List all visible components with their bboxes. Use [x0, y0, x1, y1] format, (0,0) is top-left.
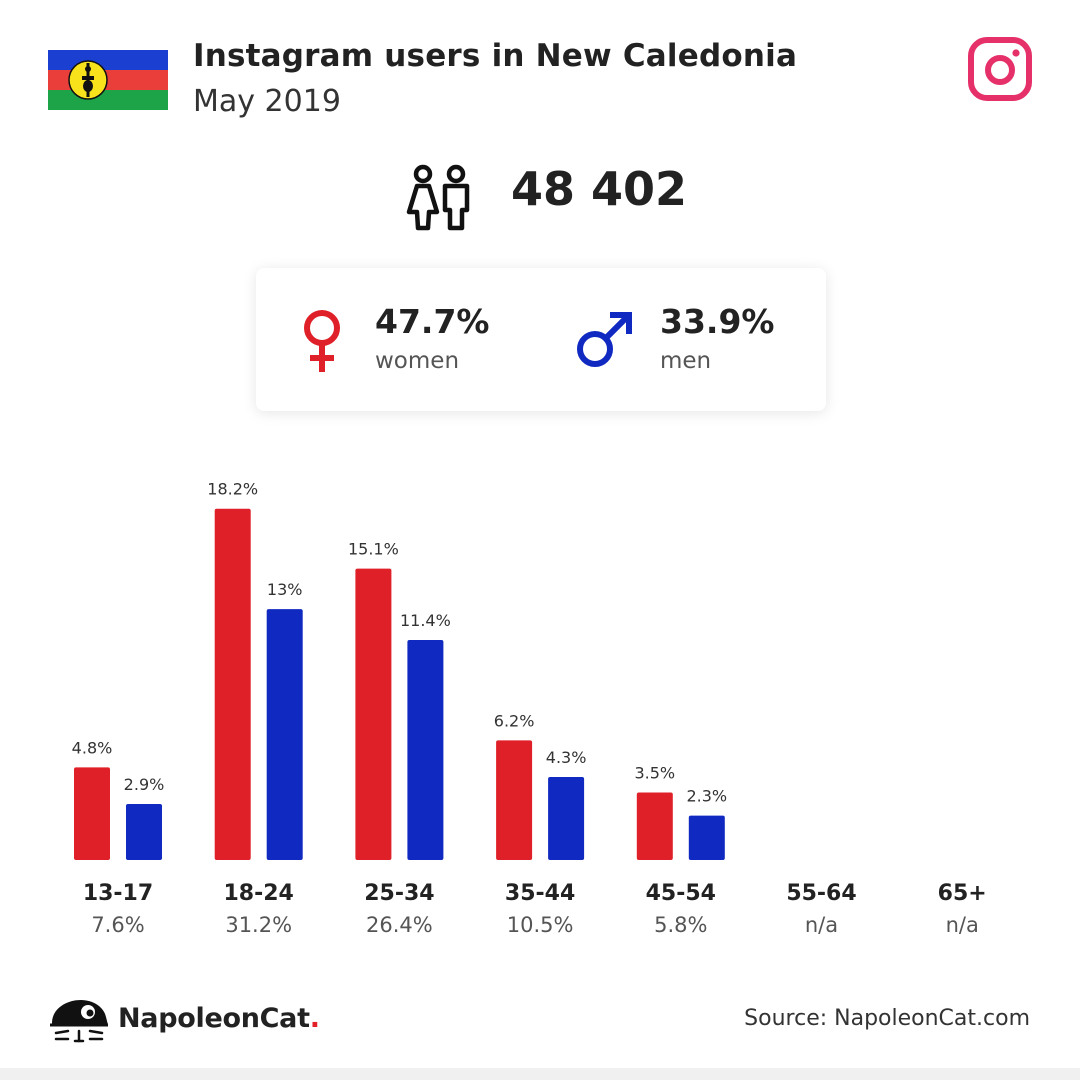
female-symbol-icon	[304, 310, 340, 372]
users-icon	[406, 164, 470, 231]
bar-value-label: 6.2%	[494, 711, 535, 730]
age-total-label: n/a	[946, 913, 979, 937]
bar-value-label: 4.3%	[546, 748, 587, 767]
age-category-label: 18-24	[224, 881, 294, 906]
total-users-value: 48 402	[511, 162, 688, 216]
age-category-label: 55-64	[786, 881, 856, 906]
age-total-label: 31.2%	[225, 913, 292, 937]
bar-value-label: 18.2%	[207, 480, 258, 499]
age-category-label: 35-44	[505, 881, 575, 906]
age-total-label: 10.5%	[507, 913, 574, 937]
napoleoncat-brand: NapoleonCat.	[118, 1003, 320, 1034]
women-percentage: 47.7%	[375, 302, 490, 341]
bar-value-label: 2.9%	[124, 775, 165, 794]
age-category-label: 45-54	[646, 881, 716, 906]
bar-men-18-24	[266, 609, 303, 860]
instagram-icon	[968, 37, 1032, 101]
male-symbol-icon	[577, 312, 632, 367]
bar-women-13-17	[74, 767, 110, 860]
men-label: men	[660, 348, 712, 374]
bar-value-label: 3.5%	[634, 763, 675, 782]
brand-name: NapoleonCat	[118, 1003, 310, 1034]
age-category-label: 25-34	[364, 881, 434, 906]
bar-men-45-54	[688, 815, 725, 860]
bar-men-13-17	[126, 804, 162, 860]
bar-women-18-24	[214, 508, 251, 860]
age-total-label: n/a	[805, 913, 838, 937]
bar-men-25-34	[407, 639, 444, 860]
age-category-label: 65+	[938, 881, 987, 906]
napoleoncat-logo-icon	[50, 1000, 108, 1043]
brand-dot: .	[309, 1003, 320, 1034]
men-percentage: 33.9%	[660, 302, 775, 341]
page-title: Instagram users in New Caledonia	[193, 38, 798, 74]
women-label: women	[375, 348, 460, 374]
bar-value-label: 2.3%	[686, 787, 727, 806]
bar-value-label: 13%	[267, 580, 303, 599]
age-total-label: 7.6%	[91, 913, 144, 937]
age-total-label: 26.4%	[366, 913, 433, 937]
bar-value-label: 15.1%	[348, 540, 399, 559]
bar-men-35-44	[548, 777, 585, 860]
bottom-strip	[0, 1068, 1080, 1080]
age-category-label: 13-17	[83, 881, 153, 906]
bar-value-label: 4.8%	[72, 738, 113, 757]
page-subtitle: May 2019	[193, 84, 341, 119]
bar-value-label: 11.4%	[400, 611, 451, 630]
age-total-label: 5.8%	[654, 913, 707, 937]
source-credit: Source: NapoleonCat.com	[744, 1006, 1030, 1031]
age-gender-bar-chart: 4.8% 2.9% 13-17 7.6% 18.2% 13% 18-24 31.2% 15.1%…	[72, 480, 987, 937]
bar-women-25-34	[355, 568, 392, 860]
bar-women-45-54	[636, 792, 673, 860]
bar-women-35-44	[496, 740, 533, 860]
gender-summary-card: 47.7% women 33.9% men	[256, 268, 826, 411]
new-caledonia-flag-icon	[48, 50, 168, 110]
